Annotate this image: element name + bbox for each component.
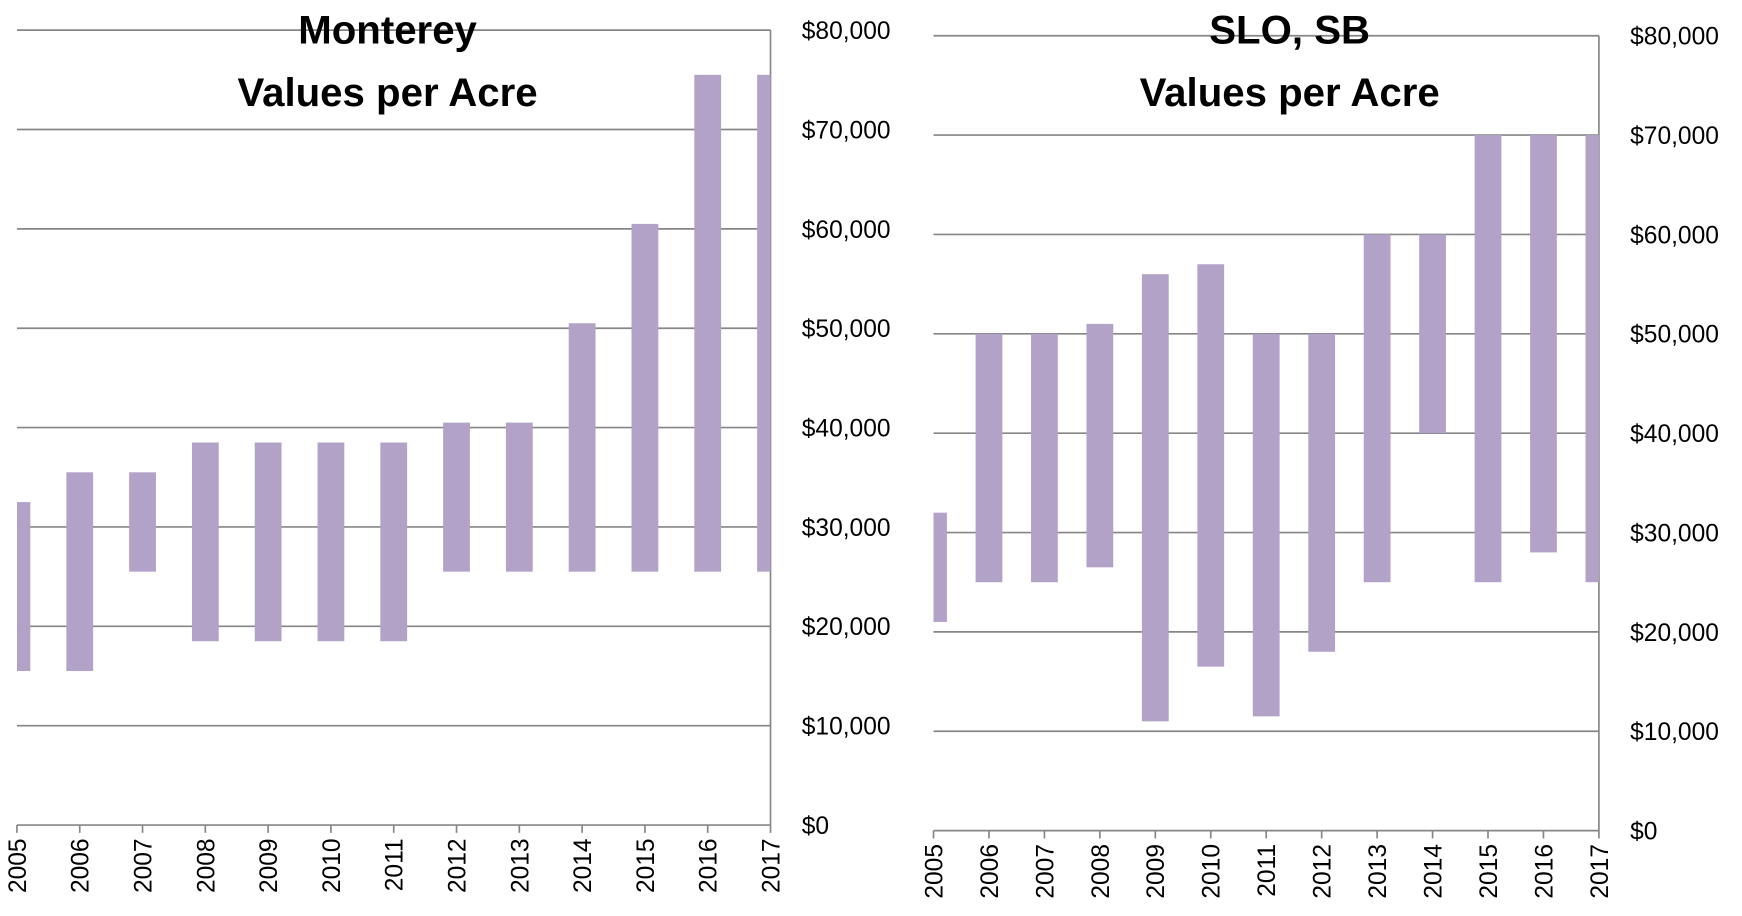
x-tick-label: 2014 [1420, 844, 1447, 899]
x-tick-label: 2016 [696, 838, 723, 893]
bar [1031, 333, 1058, 583]
x-tick-label: 2016 [1531, 844, 1558, 899]
bar [505, 422, 533, 572]
y-tick-label: $60,000 [802, 217, 891, 244]
bar [443, 422, 470, 572]
x-tick-label: 2013 [1365, 844, 1392, 899]
bar [1585, 135, 1599, 583]
bar [933, 512, 947, 622]
bar [568, 323, 596, 572]
bar [1197, 264, 1225, 667]
x-tick-label: 2005 [921, 844, 948, 899]
y-tick-label: $0 [1630, 819, 1657, 846]
x-tick-label: 2009 [256, 838, 283, 893]
bar [1530, 135, 1557, 553]
x-tick-label: 2013 [507, 838, 534, 893]
bar [66, 472, 94, 672]
chart-title: Monterey [298, 8, 477, 53]
y-tick-label: $10,000 [802, 714, 891, 741]
y-tick-label: $70,000 [802, 117, 891, 144]
x-tick-label: 2014 [570, 838, 597, 893]
y-tick-label: $40,000 [1630, 421, 1719, 448]
bar [1252, 333, 1280, 717]
x-tick-label: 2017 [1587, 844, 1614, 899]
x-tick-label: 2007 [1032, 844, 1059, 899]
x-tick-label: 2005 [5, 838, 32, 893]
bars [933, 135, 1599, 722]
y-tick-label: $80,000 [802, 18, 891, 45]
x-tick-label: 2015 [633, 838, 660, 893]
x-tick-label: 2010 [319, 838, 346, 893]
y-tick-label: $20,000 [1630, 620, 1719, 647]
x-tick-label: 2012 [1310, 844, 1337, 899]
y-tick-label: $50,000 [1630, 322, 1719, 349]
x-tick-label: 2017 [758, 838, 785, 893]
y-tick-label: $40,000 [802, 416, 891, 443]
chart-title: SLO, SB [1209, 8, 1370, 53]
bar [191, 442, 219, 642]
chart-title: Values per Acre [1140, 70, 1440, 115]
x-tick-label: 2006 [68, 838, 95, 893]
y-tick-label: $80,000 [1630, 24, 1719, 51]
x-tick-label: 2009 [1143, 844, 1170, 899]
bar [631, 223, 659, 572]
bar [694, 74, 722, 572]
bar [1419, 234, 1446, 434]
x-tick-label: 2011 [382, 838, 409, 891]
x-tick-label: 2007 [130, 838, 157, 893]
x-tick-label: 2015 [1476, 844, 1503, 899]
y-tick-label: $20,000 [802, 614, 891, 641]
x-tick-label: 2012 [444, 838, 471, 893]
x-tick-label: 2008 [1088, 844, 1115, 899]
x-tick-label: 2010 [1199, 844, 1226, 899]
bar [1141, 274, 1169, 722]
bars [16, 74, 771, 672]
y-tick-label: $0 [802, 813, 829, 840]
bar [757, 74, 771, 572]
y-tick-label: $30,000 [1630, 520, 1719, 547]
bar [254, 442, 282, 642]
bar [1086, 323, 1114, 568]
chart-title: Values per Acre [238, 70, 538, 115]
y-tick-label: $60,000 [1630, 222, 1719, 249]
bar [380, 442, 408, 642]
x-tick-label: 2006 [977, 844, 1004, 899]
bar [1474, 135, 1502, 583]
bar [317, 442, 345, 642]
bar [16, 502, 31, 672]
x-tick-label: 2008 [193, 838, 220, 893]
x-tick-label: 2011 [1254, 844, 1281, 897]
bar [975, 333, 1003, 583]
y-tick-label: $70,000 [1630, 123, 1719, 150]
bar [1308, 333, 1336, 652]
bar [129, 472, 156, 572]
y-tick-label: $10,000 [1630, 719, 1719, 746]
y-tick-label: $50,000 [802, 316, 891, 343]
y-tick-label: $30,000 [802, 515, 891, 542]
bar [1363, 234, 1391, 583]
